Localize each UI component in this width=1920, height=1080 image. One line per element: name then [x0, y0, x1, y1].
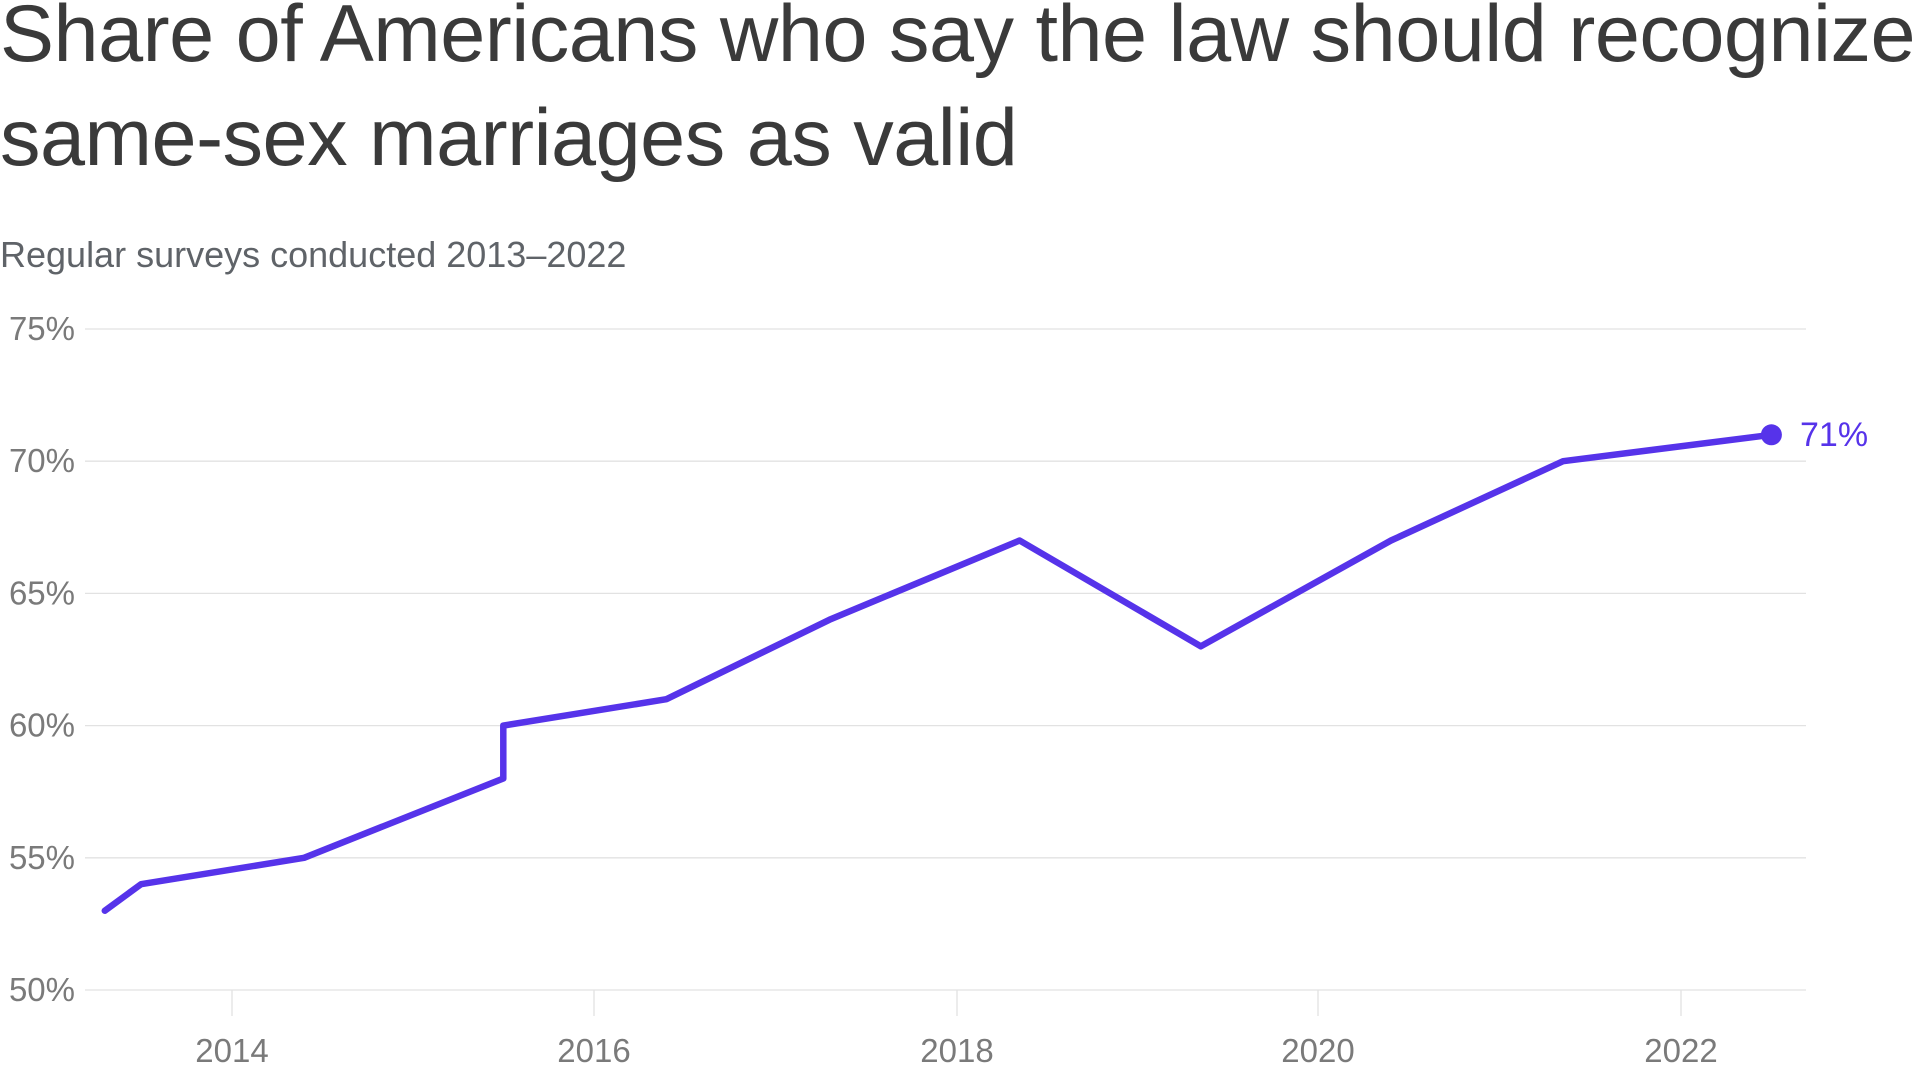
svg-text:70%: 70%: [9, 442, 75, 479]
svg-text:55%: 55%: [9, 839, 75, 876]
svg-text:60%: 60%: [9, 707, 75, 744]
svg-text:2014: 2014: [195, 1032, 268, 1069]
svg-text:2016: 2016: [557, 1032, 630, 1069]
svg-text:2020: 2020: [1281, 1032, 1354, 1069]
svg-text:75%: 75%: [9, 310, 75, 347]
svg-text:71%: 71%: [1800, 416, 1868, 454]
svg-text:2018: 2018: [920, 1032, 993, 1069]
svg-text:65%: 65%: [9, 574, 75, 611]
svg-text:2022: 2022: [1644, 1032, 1717, 1069]
svg-text:50%: 50%: [9, 971, 75, 1008]
